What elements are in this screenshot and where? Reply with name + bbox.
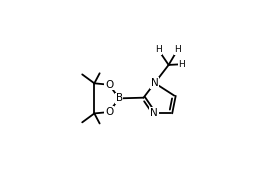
Text: N: N [151, 78, 159, 88]
Text: N: N [150, 108, 158, 118]
Text: H: H [174, 45, 181, 54]
Text: B: B [116, 93, 123, 103]
Text: O: O [105, 107, 113, 117]
Text: H: H [179, 60, 185, 69]
Text: H: H [155, 45, 161, 54]
Text: O: O [105, 80, 113, 90]
